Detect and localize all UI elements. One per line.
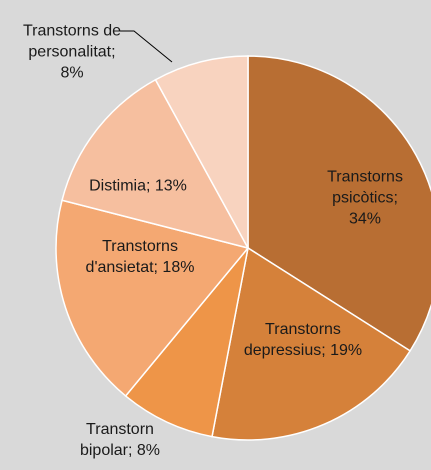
pie-slice [154, 55, 249, 249]
data-label: Transtorns depressius; 19% [243, 321, 363, 359]
pie-slice [211, 246, 412, 441]
data-label: Transtorn bipolar; 8% [79, 421, 161, 459]
pie-slice [247, 55, 431, 352]
data-label: Transtorns d'ansietat; 18% [85, 238, 195, 276]
leader-line [114, 30, 173, 63]
pie-slice [124, 247, 249, 438]
pie-slice [61, 78, 250, 250]
pie-slice [55, 199, 250, 397]
data-label: Transtorns psicòtics; 34% [327, 168, 403, 228]
data-label: Transtorns de personalitat; 8% [22, 22, 122, 82]
data-label: Distimia; 13% [89, 177, 187, 195]
